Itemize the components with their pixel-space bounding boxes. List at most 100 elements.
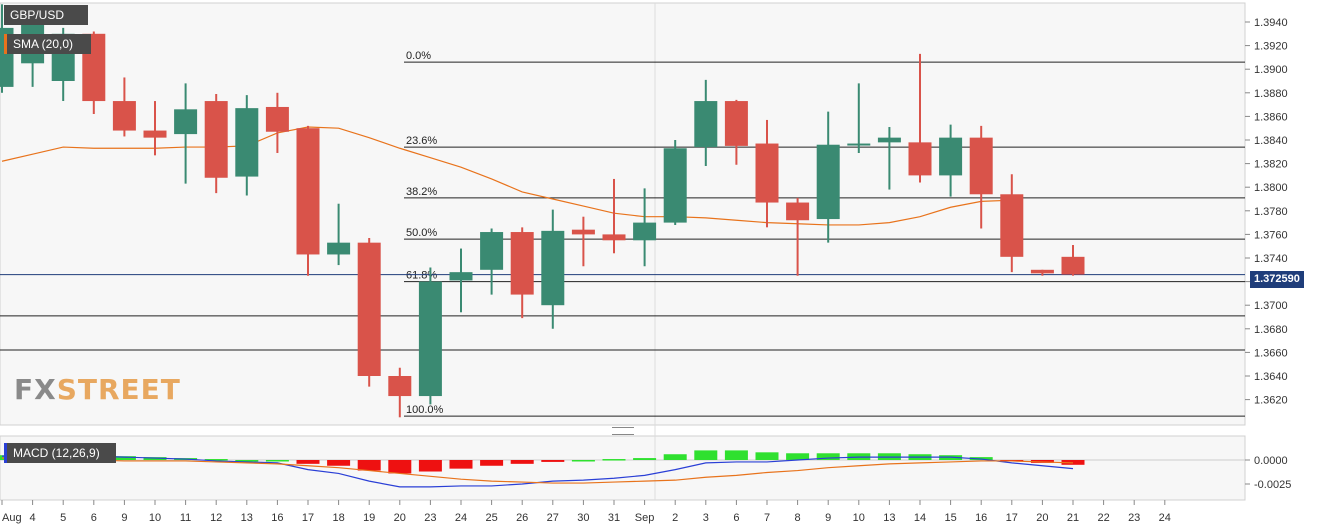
x-tick-label: 16: [975, 512, 987, 524]
price-y-tick-label: 1.3780: [1254, 206, 1288, 218]
x-tick-label: 16: [271, 512, 283, 524]
x-tick-label: 23: [1128, 512, 1140, 524]
candle-body: [786, 202, 810, 221]
macd-histogram-bar: [204, 459, 228, 461]
macd-panel-bg: [0, 435, 1246, 501]
candle-body: [939, 137, 963, 176]
price-y-tick-label: 1.3660: [1254, 347, 1288, 359]
x-tick-label: 11: [180, 512, 191, 524]
x-tick-label: 22: [1097, 512, 1109, 524]
macd-histogram-bar: [480, 460, 504, 466]
sma-legend: SMA (20,0): [4, 34, 91, 54]
x-tick-label: 23: [424, 512, 436, 524]
x-tick-label: 13: [883, 512, 895, 524]
candle-body: [969, 137, 993, 195]
candle-body: [877, 137, 901, 143]
x-tick-label: 12: [210, 512, 222, 524]
macd-histogram-bar: [786, 453, 810, 460]
sma-line-layer: [1, 126, 1012, 226]
candle-body: [1000, 194, 1024, 257]
candle-body: [357, 242, 381, 376]
macd-histogram-bar: [694, 450, 718, 460]
fibonacci-levels: 0.0% 23.6% 38.2% 50.0% 61.8% 100.0%: [0, 50, 1245, 417]
price-y-tick-label: 1.3920: [1254, 41, 1288, 53]
pane-resize-handle[interactable]: [612, 427, 634, 435]
x-tick-label: 24: [455, 512, 467, 524]
macd-y-tick-label: 0.0000: [1254, 455, 1288, 467]
price-y-tick-label: 1.3820: [1254, 159, 1288, 171]
macd-histogram-bar: [663, 454, 687, 460]
x-tick-label: 8: [795, 512, 801, 524]
macd-histogram-bar: [541, 460, 565, 462]
macd-legend: MACD (12,26,9): [4, 443, 116, 463]
candle-body: [847, 143, 871, 146]
macd-histogram-bar: [112, 456, 136, 460]
x-tick-label: 10: [853, 512, 865, 524]
price-y-tick-label: 1.3640: [1254, 371, 1288, 383]
x-tick-label: 6: [91, 512, 97, 524]
candle-body: [663, 148, 687, 223]
x-tick-label: 20: [1036, 512, 1048, 524]
candle-body: [235, 108, 259, 177]
candle-body: [204, 101, 228, 178]
macd-histogram-bar: [265, 460, 289, 462]
x-tick-label: 5: [60, 512, 66, 524]
x-tick-label: Sep: [635, 512, 655, 524]
candle-body: [174, 109, 198, 135]
price-y-tick-label: 1.3900: [1254, 64, 1288, 76]
signal-line: [2, 457, 1074, 484]
symbol-label: GBP/USD: [4, 5, 88, 25]
candle-body: [112, 101, 136, 131]
fib-level-label: 23.6%: [406, 135, 437, 147]
x-tick-label: 15: [944, 512, 956, 524]
candle-body: [908, 142, 932, 176]
x-tick-label: 13: [241, 512, 253, 524]
x-tick-label: 19: [363, 512, 375, 524]
x-tick-label: 10: [149, 512, 161, 524]
logo-fx-text: FX: [14, 373, 57, 406]
price-y-tick-label: 1.3740: [1254, 253, 1288, 265]
candle-body: [755, 143, 779, 203]
macd-histogram-bar: [571, 460, 595, 462]
x-tick-label: 7: [764, 512, 770, 524]
candle-body: [296, 128, 320, 255]
x-tick-label: 2: [672, 512, 678, 524]
macd-histogram-bar: [602, 459, 626, 461]
candle-body: [1030, 269, 1054, 274]
x-tick-label: 18: [332, 512, 344, 524]
price-y-tick-label: 1.3700: [1254, 300, 1288, 312]
fib-level-label: 61.8%: [406, 270, 437, 282]
candle-body: [388, 376, 412, 397]
candles-layer: [0, 4, 1085, 418]
sma-line: [1, 126, 1012, 226]
x-tick-label: 31: [608, 512, 620, 524]
fib-level-label: 38.2%: [406, 186, 437, 198]
price-y-tick-label: 1.3860: [1254, 111, 1288, 123]
x-tick-label: 17: [1006, 512, 1018, 524]
x-tick-label: 26: [516, 512, 528, 524]
x-tick-label: 27: [547, 512, 559, 524]
macd-histogram-bar: [633, 458, 657, 460]
macd-histogram-bar: [724, 450, 748, 460]
candle-body: [327, 242, 351, 255]
candle-body: [541, 230, 565, 306]
last-price-text: 1.372590: [1254, 273, 1300, 285]
x-tick-label: 30: [577, 512, 589, 524]
candle-body: [1061, 256, 1085, 275]
macd-legend-text: MACD (12,26,9): [13, 446, 100, 460]
price-y-tick-label: 1.3880: [1254, 88, 1288, 100]
candle-body: [571, 229, 595, 235]
price-y-tick-label: 1.3800: [1254, 182, 1288, 194]
macd-histogram-bar: [755, 452, 779, 460]
candle-body: [602, 234, 626, 241]
macd-histogram-bar: [510, 460, 534, 464]
macd-histogram-bar: [357, 460, 381, 471]
macd-histogram-bar: [388, 460, 412, 474]
macd-histogram-bar: [816, 453, 840, 460]
x-tick-label: 4: [30, 512, 36, 524]
candle-body: [633, 222, 657, 241]
candle-body: [449, 272, 473, 281]
candle-body: [510, 232, 534, 295]
